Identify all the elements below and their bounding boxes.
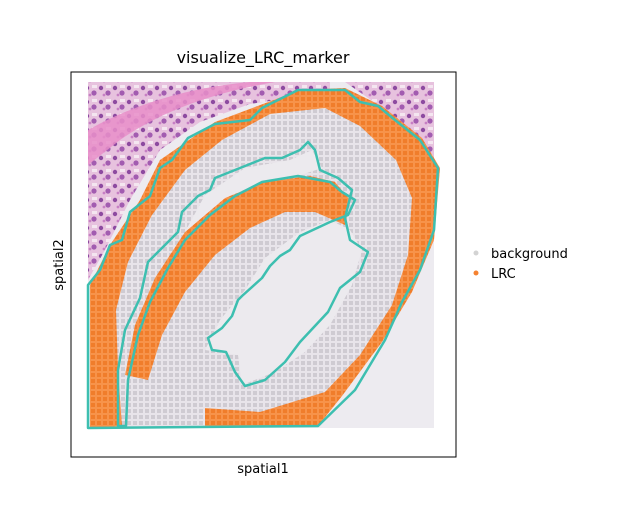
chart-title: visualize_LRC_marker xyxy=(177,48,350,68)
legend: background LRC xyxy=(473,247,568,282)
lrc-outer-rim xyxy=(90,88,440,428)
inner-lumen xyxy=(205,220,362,385)
boundary-outlines xyxy=(86,88,440,430)
x-axis-label: spatial1 xyxy=(237,462,289,477)
axes-frame xyxy=(70,71,457,458)
legend-label-background: background xyxy=(491,247,568,262)
y-axis-label: spatial2 xyxy=(52,239,67,291)
lrc-inner-ring xyxy=(125,176,350,380)
legend-marker-lrc xyxy=(473,270,479,276)
legend-item-background: background xyxy=(473,247,568,262)
plot-area xyxy=(71,72,456,457)
upper-lumen xyxy=(185,150,322,232)
middle-boundary xyxy=(116,140,370,428)
legend-item-lrc: LRC xyxy=(473,267,516,282)
legend-label-lrc: LRC xyxy=(491,267,516,282)
outer-boundary xyxy=(86,88,440,430)
legend-marker-background xyxy=(473,250,479,256)
